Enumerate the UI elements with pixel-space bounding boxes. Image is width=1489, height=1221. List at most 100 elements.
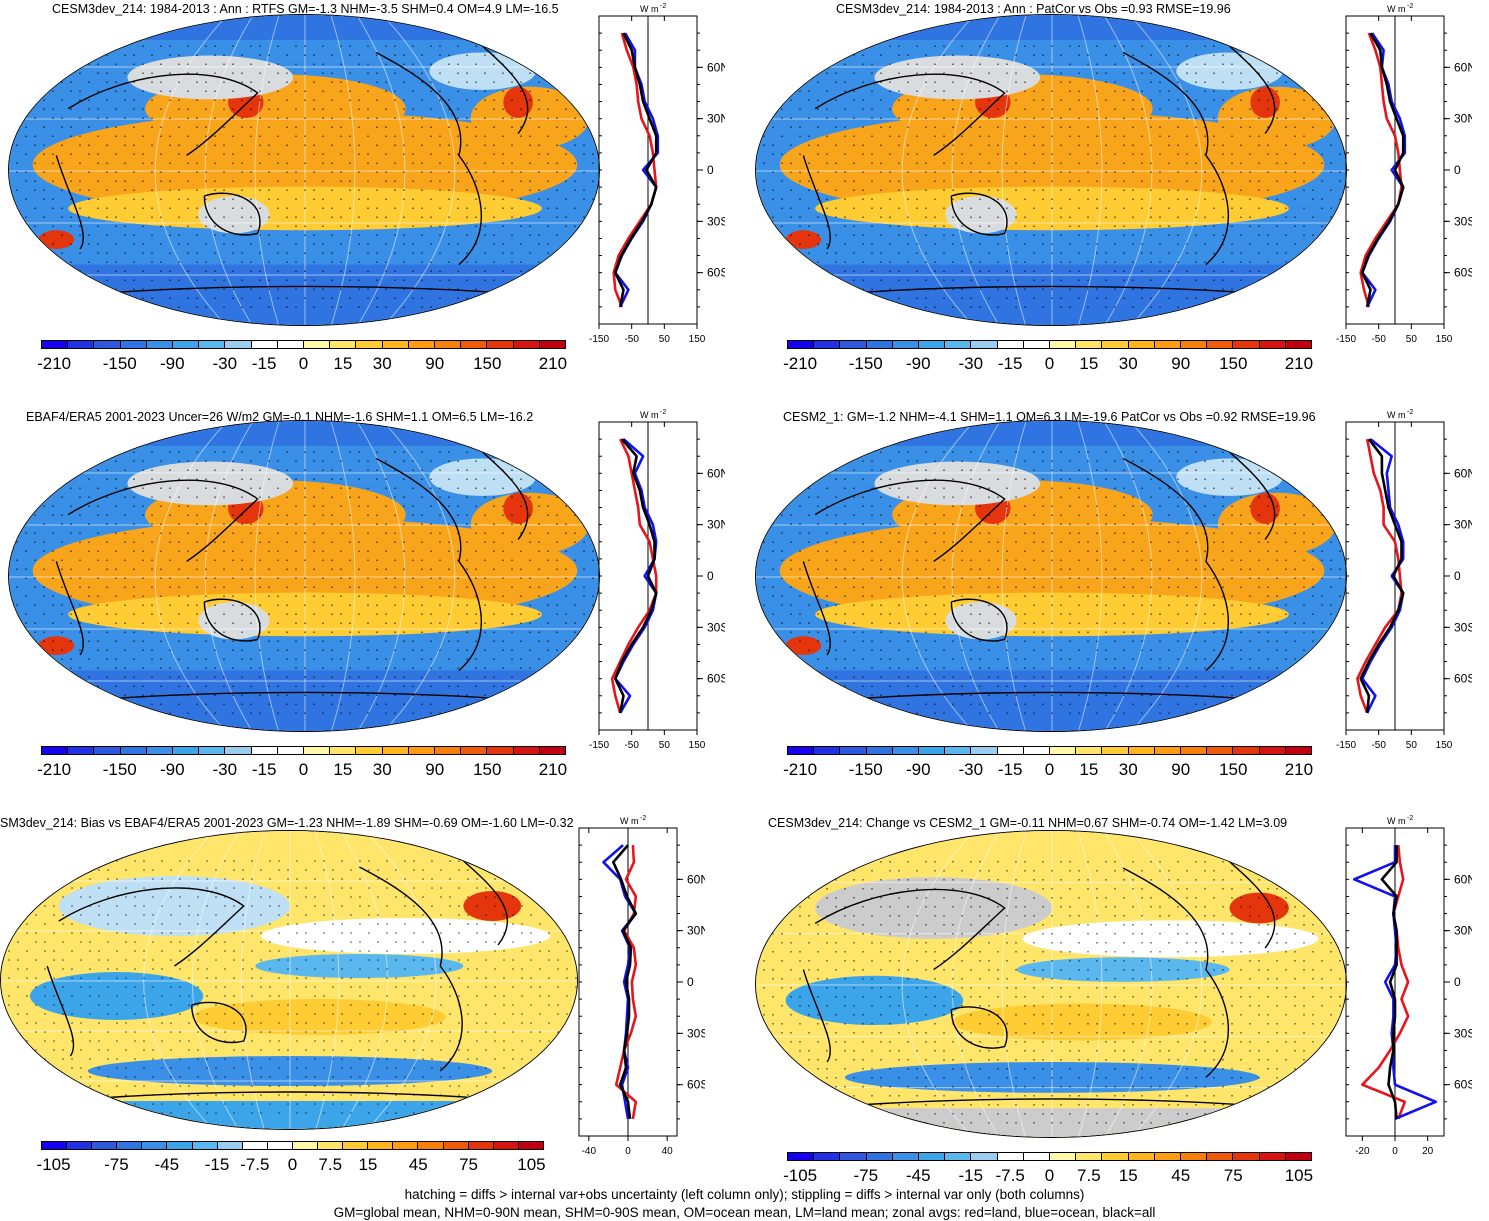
colorbar-tick-label: -210 <box>37 354 72 373</box>
colorbar-tick-label: 150 <box>473 760 502 779</box>
colorbar-swatch <box>318 1142 344 1149</box>
colorbar-swatch <box>356 747 383 754</box>
y-tick-label: 60N <box>1454 872 1472 886</box>
colorbar-swatch <box>997 1153 1024 1160</box>
colorbar-swatch <box>1076 341 1103 348</box>
footer-line-1: hatching = diffs > internal var+obs unce… <box>404 1187 1085 1202</box>
x-tick-label: -150 <box>1336 740 1356 751</box>
world-map <box>755 830 1347 1138</box>
colorbar-tick-label: 105 <box>517 1155 546 1174</box>
colorbar-swatch <box>443 1142 469 1149</box>
x-tick-label: -50 <box>1371 740 1386 751</box>
zonal-series-blue <box>1352 845 1438 1121</box>
colorbar-swatch <box>277 747 305 754</box>
x-tick-label: 50 <box>659 740 671 751</box>
zonal-unit-sup: -2 <box>660 409 666 416</box>
colorbar-swatch <box>1259 1153 1286 1160</box>
colorbar-swatch <box>840 1153 867 1160</box>
colorbar-swatch <box>435 747 462 754</box>
x-tick-label: 150 <box>1436 334 1453 345</box>
colorbar-swatch <box>788 747 815 754</box>
colorbar-tick-label: 210 <box>1284 760 1314 779</box>
zonal-unit: W m <box>640 410 659 420</box>
colorbar-tick-label: 15 <box>358 1155 378 1174</box>
colorbar-tick-label: -15 <box>251 354 277 373</box>
zonal-unit: W m <box>1387 4 1406 14</box>
colorbar-tick-label: 30 <box>1118 760 1138 779</box>
colorbar-swatch <box>1076 1153 1103 1160</box>
x-tick-label: 150 <box>689 334 706 345</box>
colorbar-swatch <box>92 1142 118 1149</box>
x-tick-label: -150 <box>1336 334 1356 345</box>
zonal-unit: W m <box>640 4 659 14</box>
colorbar-swatch <box>1023 1153 1051 1160</box>
world-map <box>755 14 1347 326</box>
colorbar-swatch <box>487 747 514 754</box>
colorbar-swatch <box>68 747 95 754</box>
y-tick-label: 60S <box>1454 672 1472 686</box>
y-tick-label: 60S <box>707 672 725 686</box>
y-tick-label: 30N <box>1454 924 1472 938</box>
colorbar-swatch <box>840 341 867 348</box>
colorbar-swatch <box>142 1142 168 1149</box>
colorbar-swatch <box>304 341 331 348</box>
colorbar-tick-label: 210 <box>538 354 568 373</box>
colorbar-tick-label: 45 <box>1171 1166 1191 1185</box>
colorbar-tick-label: -210 <box>783 354 818 373</box>
colorbar-tick-label: 90 <box>1171 760 1191 779</box>
colorbar-tick-label: 15 <box>333 760 353 779</box>
colorbar-swatch <box>487 341 514 348</box>
colorbar-swatch <box>1102 341 1129 348</box>
colorbar-tick-label: 15 <box>1079 760 1099 779</box>
colorbar-tick-label: -90 <box>905 760 931 779</box>
y-tick-label: 30S <box>1454 620 1472 634</box>
y-tick-label: 60S <box>1454 1078 1472 1092</box>
colorbar-swatch <box>461 747 488 754</box>
colorbar-swatch <box>919 1153 946 1160</box>
colorbar-tick-label: -90 <box>159 354 185 373</box>
colorbar-swatch <box>866 747 893 754</box>
panel-title: SM3dev_214: Bias vs EBAF4/ERA5 2001-2023… <box>0 816 574 830</box>
colorbar-tick-label: -210 <box>783 760 818 779</box>
colorbar-swatch <box>945 1153 972 1160</box>
colorbar-tick-label: 30 <box>372 354 392 373</box>
colorbar-tick-label: -45 <box>154 1155 180 1174</box>
colorbar-swatch <box>971 747 998 754</box>
x-tick-label: -40 <box>582 1146 597 1157</box>
colorbar-tick-label: 15 <box>1118 1166 1138 1185</box>
colorbar-tick-label: -150 <box>848 760 883 779</box>
world-map <box>8 14 600 326</box>
colorbar-swatch <box>1207 747 1234 754</box>
colorbar-swatch <box>330 341 357 348</box>
colorbar-tick-label: -30 <box>212 354 238 373</box>
colorbar-swatch <box>1181 1153 1208 1160</box>
colorbar-tick-label: 0 <box>1044 760 1055 779</box>
colorbar-tick-label: 210 <box>538 760 568 779</box>
colorbar-swatch <box>251 747 278 754</box>
colorbar-swatch <box>1207 1153 1234 1160</box>
colorbar-swatch <box>1128 747 1155 754</box>
colorbar-swatch <box>539 341 566 348</box>
colorbar-swatch <box>1076 747 1103 754</box>
colorbar-tick-label: -15 <box>958 1166 984 1185</box>
colorbar-swatch <box>435 341 462 348</box>
y-tick-label: 30S <box>1454 214 1472 228</box>
colorbar-swatch <box>1154 747 1182 754</box>
panel-title: CESM3dev_214: 1984-2013 : Ann : RTFS GM=… <box>52 2 559 16</box>
colorbar-swatch <box>1285 1153 1312 1160</box>
colorbar-swatch <box>814 1153 841 1160</box>
colorbar-tick-label: 0 <box>1044 1166 1055 1185</box>
y-tick-label: 60N <box>1454 60 1472 74</box>
y-tick-label: 60S <box>687 1078 705 1092</box>
y-tick-label: 30S <box>1454 1026 1472 1040</box>
footer-line-2: GM=global mean, NHM=0-90N mean, SHM=0-90… <box>333 1205 1156 1220</box>
map-field <box>9 421 599 731</box>
zonal-series-black <box>614 32 658 308</box>
colorbar-swatch <box>1128 341 1155 348</box>
colorbar-swatch <box>814 341 841 348</box>
x-tick-label: 50 <box>659 334 671 345</box>
zonal-series-red <box>614 845 638 1120</box>
colorbar-swatch <box>513 747 540 754</box>
colorbar-tick-label: -15 <box>251 760 277 779</box>
colorbar <box>787 746 1312 755</box>
